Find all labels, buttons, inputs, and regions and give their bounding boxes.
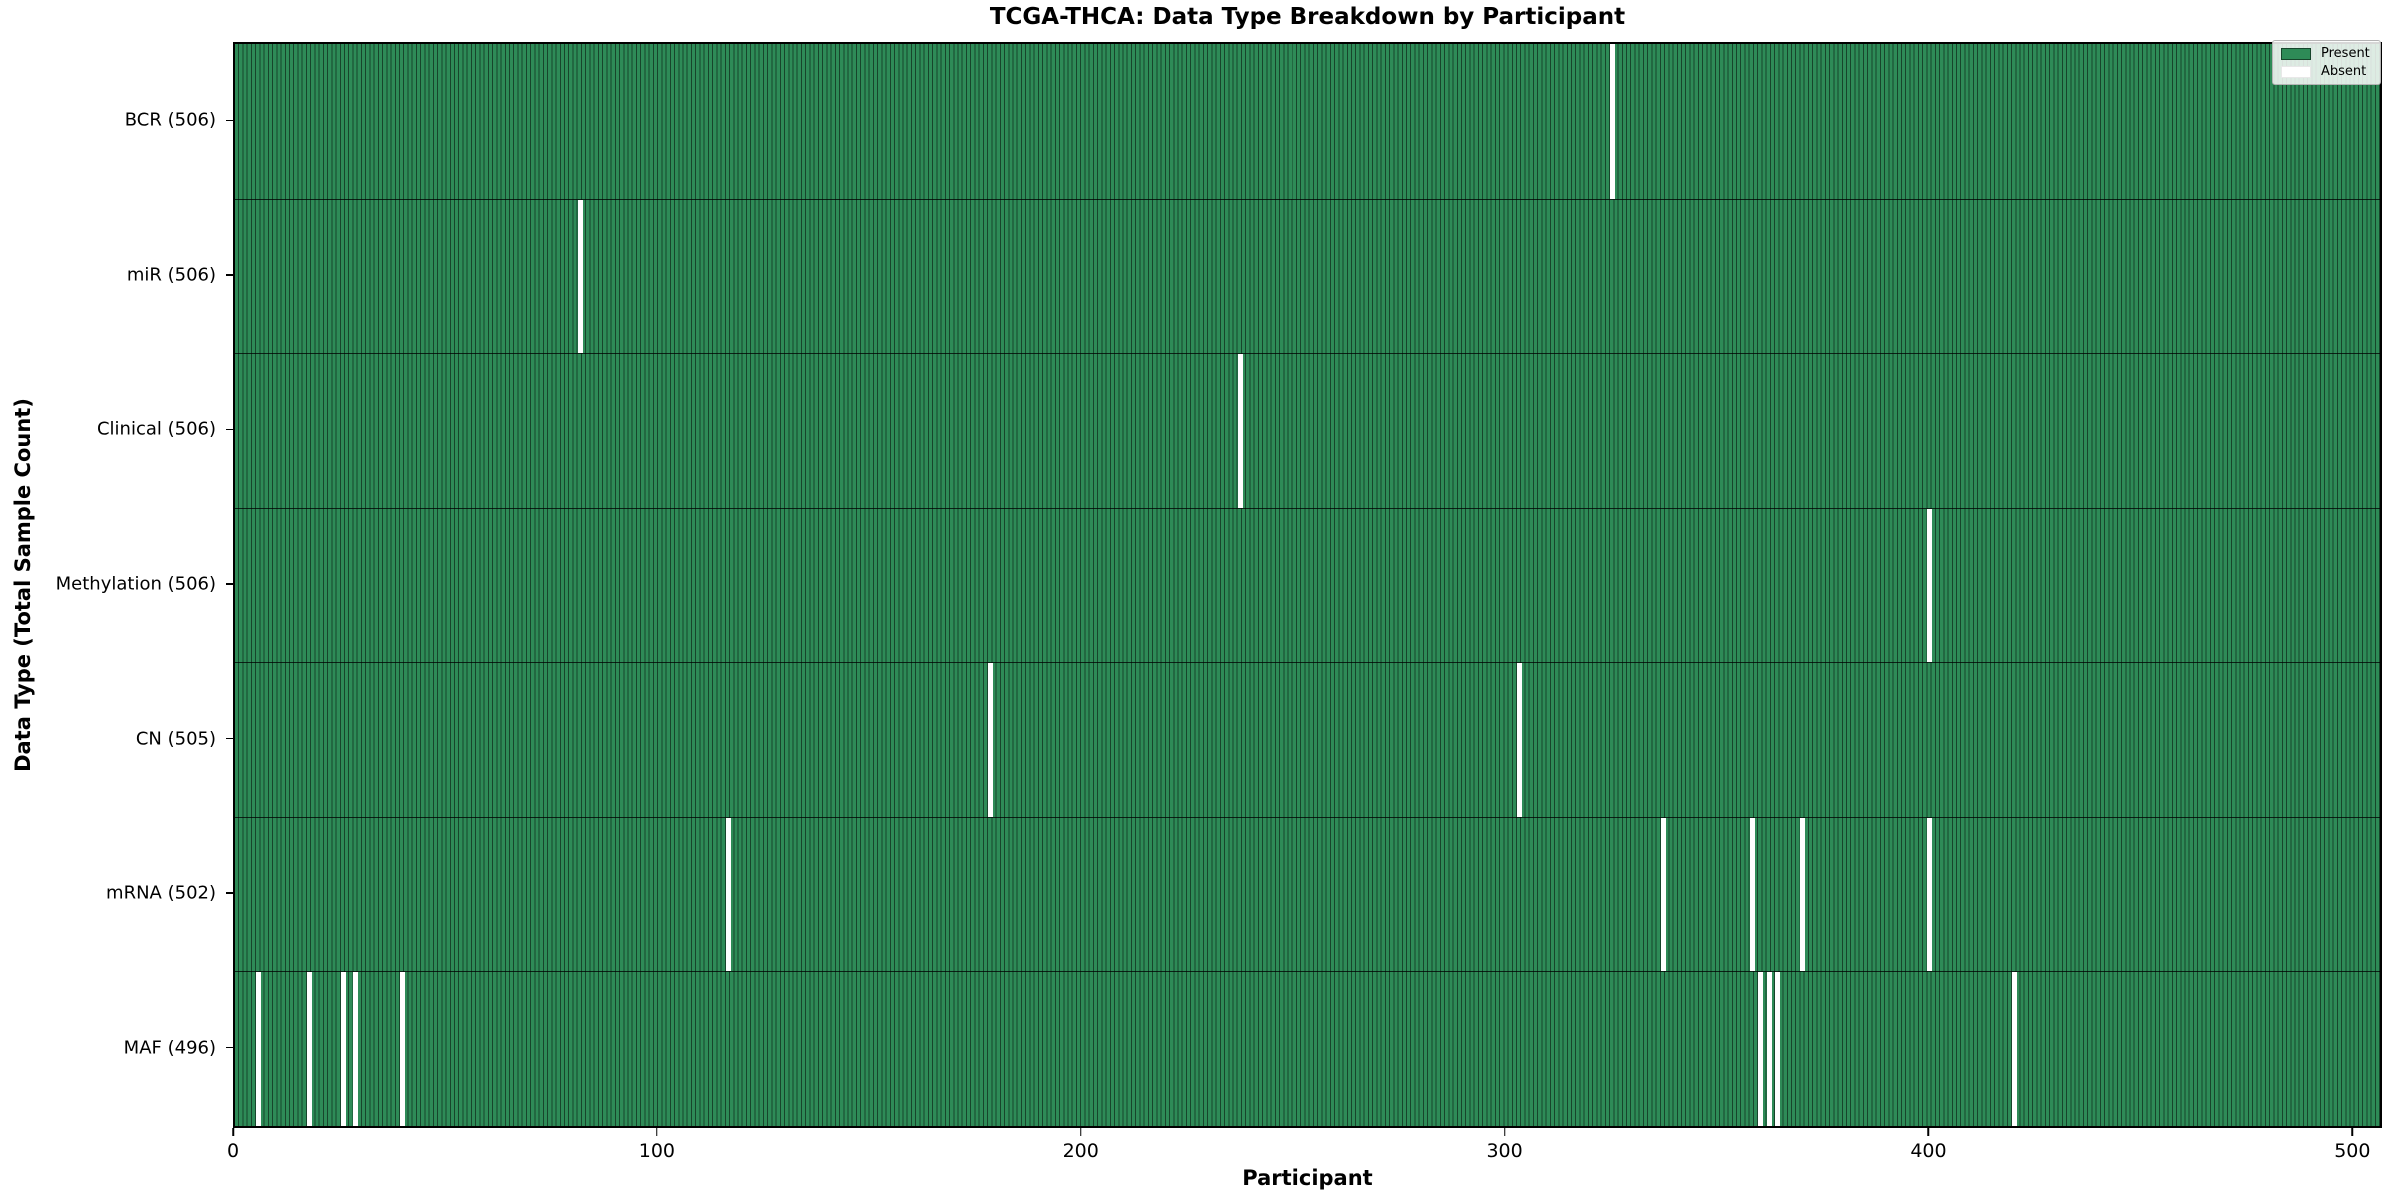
- x-tick-mark: [656, 1128, 658, 1136]
- y-tick-mark: [226, 892, 233, 894]
- x-tick-mark: [1079, 1128, 1082, 1136]
- absent-swatch-icon: [2281, 65, 2311, 78]
- y-axis: BCR (506) miR (506) Clinical (506) Methylat…: [0, 42, 233, 1128]
- y-tick-mark: [226, 428, 233, 431]
- data-type-row-maf: [235, 971, 2380, 1126]
- data-type-row-clinical: [235, 353, 2380, 508]
- x-tick-label: 300: [1486, 1140, 1523, 1162]
- data-type-row-mrna: [235, 816, 2380, 972]
- x-tick-label: 400: [1910, 1140, 1947, 1162]
- absent-gap: [2011, 972, 2017, 1126]
- x-tick-label: 0: [226, 1140, 240, 1162]
- y-tick-mark: [226, 274, 233, 276]
- absent-gap: [340, 972, 346, 1126]
- absent-gap: [1775, 972, 1780, 1126]
- x-tick-mark: [1503, 1128, 1506, 1136]
- absent-gap: [725, 817, 731, 972]
- y-tick-label: Clinical (506): [96, 418, 216, 440]
- y-tick-label: mRNA (502): [106, 882, 216, 904]
- y-tick-mark: [226, 737, 233, 740]
- legend-label-absent: Absent: [2321, 64, 2367, 79]
- data-type-row-bcr: [235, 44, 2380, 199]
- absent-gap: [1927, 817, 1933, 972]
- legend-item-present: Present: [2281, 47, 2370, 60]
- y-tick-mark: [226, 583, 233, 585]
- absent-gap: [256, 972, 262, 1126]
- x-axis: 0 100 200 300 400 500: [227, 1128, 2382, 1178]
- legend-item-absent: Absent: [2281, 65, 2370, 78]
- absent-gap: [1610, 44, 1615, 199]
- y-tick-label: MAF (496): [123, 1037, 216, 1059]
- chart-title: TCGA-THCA: Data Type Breakdown by Partic…: [989, 4, 1626, 30]
- x-tick-label: 100: [638, 1140, 675, 1162]
- absent-gap: [1660, 817, 1666, 972]
- data-type-row-mir: [235, 198, 2380, 354]
- y-tick-label: BCR (506): [124, 109, 216, 131]
- absent-gap: [1758, 972, 1764, 1126]
- plot-area: [233, 42, 2382, 1128]
- absent-gap: [1749, 817, 1755, 972]
- absent-gap: [988, 663, 994, 817]
- data-type-row-methylation: [235, 507, 2380, 663]
- y-tick-label: CN (505): [135, 728, 216, 750]
- x-axis-label: Participant: [1242, 1166, 1373, 1190]
- x-tick-mark: [232, 1128, 234, 1136]
- legend-label-present: Present: [2321, 46, 2370, 61]
- absent-gap: [306, 972, 312, 1126]
- legend: Present Absent: [2272, 40, 2381, 85]
- present-swatch-icon: [2281, 47, 2311, 60]
- y-tick-mark: [226, 1046, 233, 1049]
- y-tick-label: Methylation (506): [55, 573, 216, 595]
- absent-gap: [400, 972, 405, 1126]
- absent-gap: [1237, 354, 1243, 508]
- absent-gap: [1516, 663, 1522, 817]
- absent-gap: [1766, 972, 1772, 1126]
- x-tick-mark: [1927, 1128, 1930, 1136]
- x-tick-mark: [2351, 1128, 2354, 1136]
- absent-gap: [577, 199, 583, 354]
- y-tick-mark: [226, 119, 233, 122]
- absent-gap: [1800, 817, 1806, 972]
- data-type-row-cn: [235, 662, 2380, 817]
- x-tick-label: 500: [2334, 1140, 2371, 1162]
- absent-gap: [353, 972, 359, 1126]
- x-tick-label: 200: [1062, 1140, 1099, 1162]
- absent-gap: [1927, 508, 1933, 663]
- y-tick-label: miR (506): [126, 264, 216, 286]
